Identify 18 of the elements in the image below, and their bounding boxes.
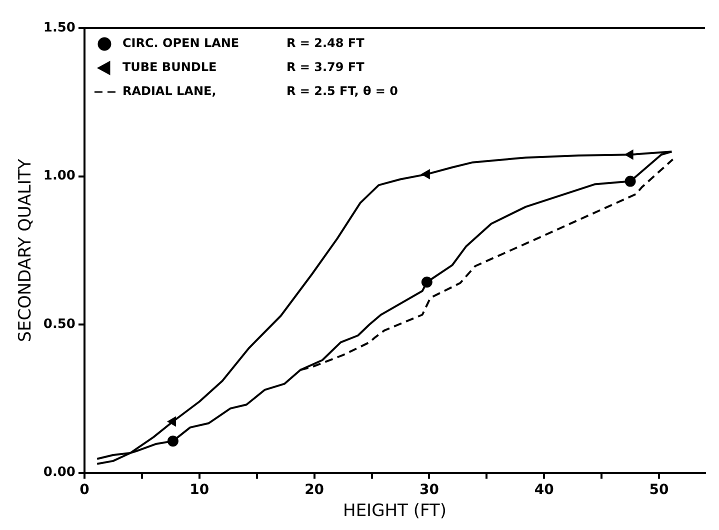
annotation: R = 3.79 FT [286,60,366,74]
y-tick-label: 1.50 [43,20,76,36]
annotation: R = 2.48 FT [286,36,366,50]
x-tick-label: 0 [80,482,90,498]
x-tick-label: 40 [534,482,554,498]
annotation: R = 2.5 FT, θ = 0 [286,84,398,98]
x-axis-title: HEIGHT (FT) [343,501,446,522]
legend-label: CIRC. OPEN LANE [122,36,240,50]
x-tick-label: 30 [419,482,440,498]
x-tick-label: 10 [190,482,210,498]
y-tick-label: 0.50 [43,316,76,332]
legend-label: RADIAL LANE, [122,84,216,98]
y-tick-label: 1.00 [43,168,76,184]
legend-label: TUBE BUNDLE [122,60,217,74]
x-tick-label: 50 [649,482,670,498]
x-tick-label: 20 [304,482,324,498]
y-axis-title: SECONDARY QUALITY [16,158,36,342]
y-tick-label: 0.00 [43,465,76,480]
